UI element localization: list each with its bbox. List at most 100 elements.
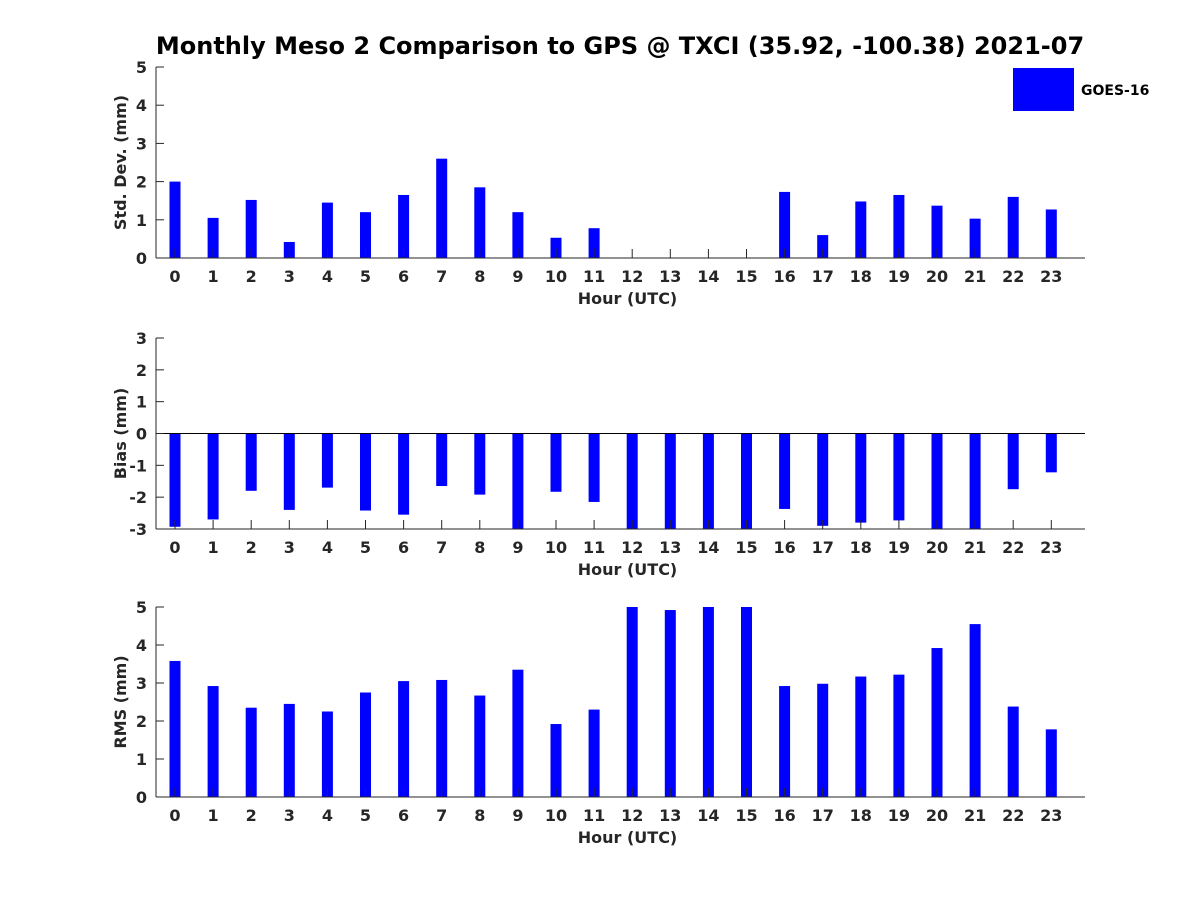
x-tick-label: 9 — [512, 267, 523, 286]
bar-hour-1 — [207, 686, 219, 797]
bar-hour-13 — [664, 433, 676, 529]
x-tick-label: 1 — [208, 267, 219, 286]
x-tick-label: 7 — [436, 267, 447, 286]
x-tick-label: 19 — [888, 806, 910, 825]
bar-hour-22 — [1007, 706, 1019, 797]
bar-hour-2 — [245, 199, 257, 258]
bar-hour-14 — [702, 607, 714, 797]
x-tick-label: 7 — [436, 806, 447, 825]
bar-hour-6 — [398, 433, 410, 515]
x-tick-label: 20 — [926, 267, 948, 286]
bar-hour-16 — [779, 686, 791, 797]
bar-hour-16 — [779, 191, 791, 258]
x-tick-label: 14 — [697, 806, 719, 825]
x-axis-label: Hour (UTC) — [578, 289, 678, 308]
bar-hour-10 — [550, 724, 562, 797]
x-tick-label: 18 — [850, 538, 872, 557]
x-tick-label: 17 — [812, 267, 834, 286]
bar-hour-9 — [512, 212, 524, 258]
x-tick-label: 23 — [1040, 806, 1062, 825]
bar-hour-19 — [893, 674, 905, 797]
y-tick-label: 0 — [136, 788, 147, 807]
x-tick-label: 18 — [850, 267, 872, 286]
x-tick-label: 1 — [208, 806, 219, 825]
y-tick-label: 5 — [136, 58, 147, 77]
x-tick-label: 5 — [360, 267, 371, 286]
x-tick-label: 23 — [1040, 538, 1062, 557]
bar-hour-4 — [321, 711, 333, 797]
x-tick-label: 2 — [246, 806, 257, 825]
y-tick-label: -1 — [129, 456, 147, 475]
bar-hour-11 — [588, 709, 600, 797]
x-tick-label: 15 — [735, 538, 757, 557]
x-tick-label: 14 — [697, 267, 719, 286]
bar-hour-21 — [969, 624, 981, 797]
bar-hour-23 — [1045, 729, 1057, 797]
x-tick-label: 22 — [1002, 538, 1024, 557]
x-tick-label: 2 — [246, 538, 257, 557]
bar-hour-22 — [1007, 433, 1019, 490]
bar-hour-18 — [855, 433, 867, 523]
y-axis-label: Bias (mm) — [111, 388, 130, 480]
x-tick-label: 0 — [169, 267, 180, 286]
x-tick-label: 8 — [474, 538, 485, 557]
y-axis-label: Std. Dev. (mm) — [111, 95, 130, 230]
bar-hour-2 — [245, 433, 257, 491]
x-tick-label: 17 — [812, 806, 834, 825]
y-tick-label: 5 — [136, 598, 147, 617]
x-tick-label: 9 — [512, 538, 523, 557]
x-tick-label: 12 — [621, 538, 643, 557]
bar-hour-14 — [702, 433, 714, 529]
y-tick-label: 0 — [136, 249, 147, 268]
bar-hour-1 — [207, 217, 219, 258]
x-tick-label: 22 — [1002, 806, 1024, 825]
bar-hour-12 — [626, 433, 638, 529]
x-tick-label: 19 — [888, 538, 910, 557]
bar-hour-20 — [931, 205, 943, 258]
x-tick-label: 10 — [545, 538, 567, 557]
x-tick-label: 22 — [1002, 267, 1024, 286]
bar-hour-17 — [817, 235, 829, 258]
y-axis-label: RMS (mm) — [111, 655, 130, 748]
bar-hour-3 — [283, 433, 295, 510]
bar-hour-5 — [360, 212, 371, 258]
bar-hour-22 — [1007, 196, 1019, 258]
bar-hour-17 — [817, 433, 829, 526]
x-tick-label: 18 — [850, 806, 872, 825]
x-tick-label: 8 — [474, 267, 485, 286]
bar-hour-7 — [436, 158, 448, 258]
x-tick-label: 6 — [398, 806, 409, 825]
x-tick-label: 10 — [545, 267, 567, 286]
bar-hour-21 — [969, 218, 981, 258]
bar-hour-6 — [398, 194, 410, 258]
bar-hour-18 — [855, 676, 867, 797]
x-axis-label: Hour (UTC) — [578, 828, 678, 847]
bar-hour-5 — [360, 692, 371, 797]
y-tick-label: 1 — [136, 750, 147, 769]
x-tick-label: 16 — [773, 806, 795, 825]
bar-hour-2 — [245, 707, 257, 797]
x-tick-label: 6 — [398, 267, 409, 286]
bar-hour-18 — [855, 201, 867, 258]
bar-hour-9 — [512, 433, 524, 529]
bar-hour-15 — [741, 433, 752, 529]
legend: GOES-16 — [1013, 68, 1149, 111]
x-tick-label: 20 — [926, 806, 948, 825]
bar-hour-19 — [893, 433, 905, 521]
y-tick-label: -3 — [129, 520, 147, 539]
x-axis-label: Hour (UTC) — [578, 560, 678, 579]
bar-hour-20 — [931, 648, 943, 797]
x-tick-label: 21 — [964, 806, 986, 825]
bar-hour-0 — [169, 433, 181, 527]
bar-hour-6 — [398, 681, 410, 797]
x-tick-label: 17 — [812, 538, 834, 557]
x-tick-label: 20 — [926, 538, 948, 557]
x-tick-label: 19 — [888, 267, 910, 286]
legend-swatch — [1013, 68, 1074, 111]
x-tick-label: 2 — [246, 267, 257, 286]
bar-hour-0 — [169, 660, 181, 797]
x-tick-label: 11 — [583, 267, 605, 286]
bar-hour-21 — [969, 433, 981, 529]
x-tick-label: 12 — [621, 806, 643, 825]
